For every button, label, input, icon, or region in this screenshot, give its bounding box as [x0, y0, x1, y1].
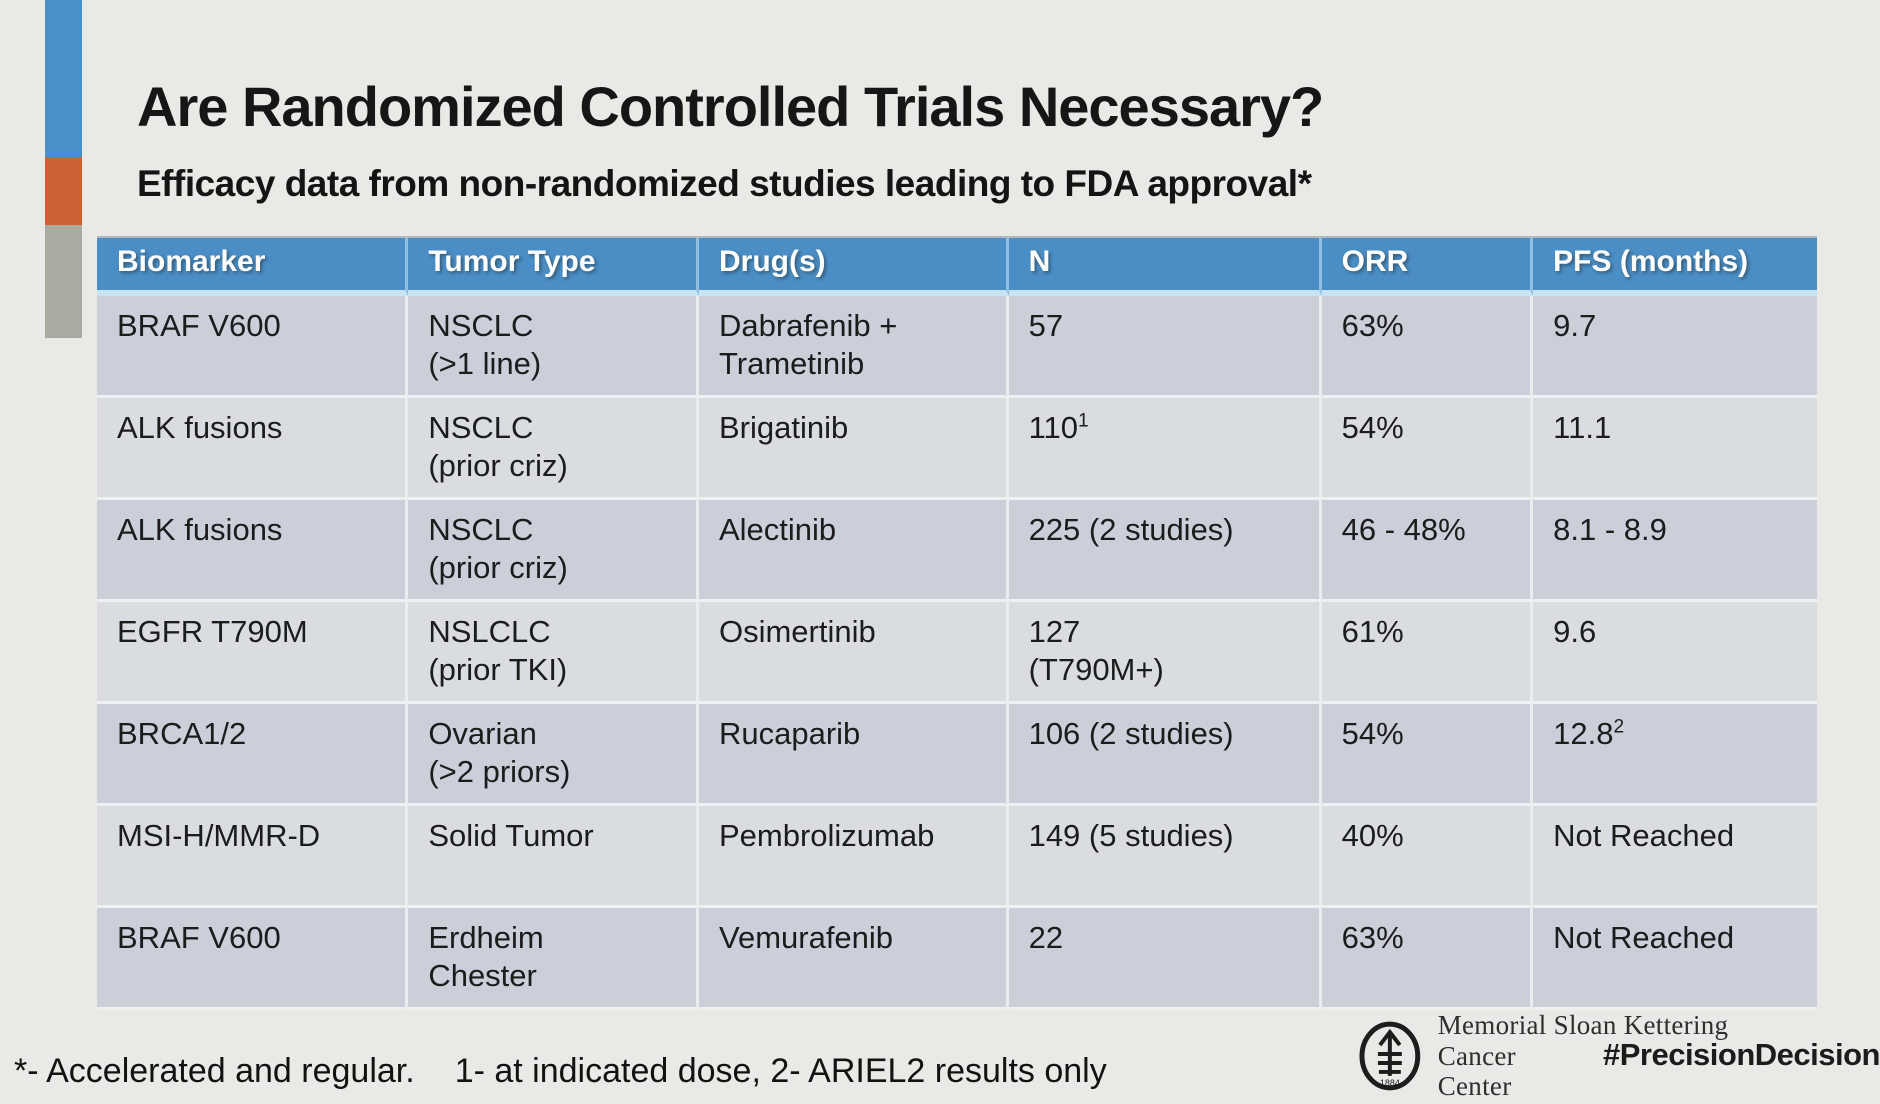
table-cell: 61% [1321, 602, 1534, 704]
table-header-cell: Biomarker [97, 238, 409, 296]
table-row: EGFR T790M NSLCLC (prior TKI) Osimertinib 12… [97, 602, 1817, 704]
table-cell: 9.7 [1533, 296, 1817, 398]
table-row: MSI-H/MMR-D Solid Tumor Pembrolizumab 149 (… [97, 806, 1817, 908]
footnote-asterisk-note: *- Accelerated and regular. [14, 1052, 415, 1090]
table-cell: Ovarian (>2 priors) [408, 704, 699, 806]
footer-brand: 1884 Memorial Sloan Kettering Cancer Cen… [1358, 1010, 1880, 1101]
table-cell: 63% [1321, 296, 1534, 398]
table-cell: 40% [1321, 806, 1534, 908]
table-cell: Solid Tumor [408, 806, 699, 908]
efficacy-table: Biomarker Tumor Type Drug(s) N ORR PFS (month… [97, 236, 1817, 1010]
accent-bar [45, 0, 82, 338]
footnote: *- Accelerated and regular. 1- at indicat… [14, 1052, 1107, 1091]
table-cell: 46 - 48% [1321, 500, 1534, 602]
table-cell: 1101 [1008, 398, 1322, 500]
org-name-line1: Memorial Sloan Kettering [1437, 1010, 1729, 1040]
table-cell: BRAF V600 [97, 908, 409, 1010]
table-cell: BRCA1/2 [97, 704, 409, 806]
table-cell: Not Reached [1533, 908, 1817, 1010]
table-header-cell: Drug(s) [698, 238, 1009, 296]
table-cell: Erdheim Chester [408, 908, 699, 1010]
table-header-cell: Tumor Type [408, 238, 699, 296]
table-header-cell: N [1008, 238, 1322, 296]
table-cell: 106 (2 studies) [1008, 704, 1322, 806]
accent-bar-gray-segment [45, 225, 82, 338]
table-cell: Vemurafenib [698, 908, 1009, 1010]
table-cell: Pembrolizumab [698, 806, 1009, 908]
slide-subtitle: Efficacy data from non-randomized studie… [137, 163, 1312, 204]
footnote-numbered-notes: 1- at indicated dose, 2- ARIEL2 results … [454, 1052, 1107, 1090]
table-cell: 54% [1321, 704, 1534, 806]
table-row: BRAF V600 Erdheim Chester Vemurafenib 22 63% N… [97, 908, 1817, 1010]
table-header-row: Biomarker Tumor Type Drug(s) N ORR PFS (month… [97, 238, 1817, 296]
table-cell: 22 [1008, 908, 1322, 1010]
table-cell: 8.1 - 8.9 [1533, 500, 1817, 602]
table-cell: Alectinib [698, 500, 1009, 602]
table-row: BRCA1/2 Ovarian (>2 priors) Rucaparib 106 (2… [97, 704, 1817, 806]
table-cell: MSI-H/MMR-D [97, 806, 409, 908]
table-cell: 54% [1321, 398, 1534, 500]
msk-logo-year: 1884 [1380, 1077, 1400, 1087]
table-cell: 11.1 [1533, 398, 1817, 500]
table-row: BRAF V600 NSCLC (>1 line) Dabrafenib + Trame… [97, 296, 1817, 398]
table-cell: 63% [1321, 908, 1534, 1010]
table-cell: 127 (T790M+) [1008, 602, 1322, 704]
table-header-cell: ORR [1321, 238, 1534, 296]
table-body: BRAF V600 NSCLC (>1 line) Dabrafenib + Trame… [97, 296, 1817, 1010]
accent-bar-blue-segment [45, 0, 82, 157]
table-row: ALK fusions NSCLC (prior criz) Brigatinib 11… [97, 398, 1817, 500]
table-cell: 149 (5 studies) [1008, 806, 1322, 908]
table-head: Biomarker Tumor Type Drug(s) N ORR PFS (month… [97, 238, 1817, 296]
table-cell: BRAF V600 [97, 296, 409, 398]
msk-logo-icon: 1884 [1359, 1021, 1421, 1090]
table-cell: 225 (2 studies) [1008, 500, 1322, 602]
table-cell: NSCLC (>1 line) [408, 296, 699, 398]
table-cell: Not Reached [1533, 806, 1817, 908]
table-cell: NSCLC (prior criz) [408, 398, 699, 500]
table-row: ALK fusions NSCLC (prior criz) Alectinib 225… [97, 500, 1817, 602]
accent-bar-orange-segment [45, 157, 82, 225]
hashtag: #PrecisionDecision [1602, 1037, 1880, 1072]
table-cell: ALK fusions [97, 398, 409, 500]
table-cell: ALK fusions [97, 500, 409, 602]
table-cell: Brigatinib [698, 398, 1009, 500]
table-cell: Rucaparib [698, 704, 1009, 806]
table-cell: 57 [1008, 296, 1322, 398]
table-cell: NSLCLC (prior TKI) [408, 602, 699, 704]
table-cell: NSCLC (prior criz) [408, 500, 699, 602]
table-cell: Osimertinib [698, 602, 1009, 704]
table-cell: 12.82 [1533, 704, 1817, 806]
slide-title: Are Randomized Controlled Trials Necessa… [137, 75, 1324, 138]
table-cell: EGFR T790M [97, 602, 409, 704]
org-name-line2: Cancer Center [1437, 1041, 1516, 1101]
table-header-cell: PFS (months) [1533, 238, 1817, 296]
brand-text: Memorial Sloan Kettering Cancer Center #… [1438, 1010, 1880, 1101]
table-cell: Dabrafenib + Trametinib [698, 296, 1009, 398]
table-cell: 9.6 [1533, 602, 1817, 704]
